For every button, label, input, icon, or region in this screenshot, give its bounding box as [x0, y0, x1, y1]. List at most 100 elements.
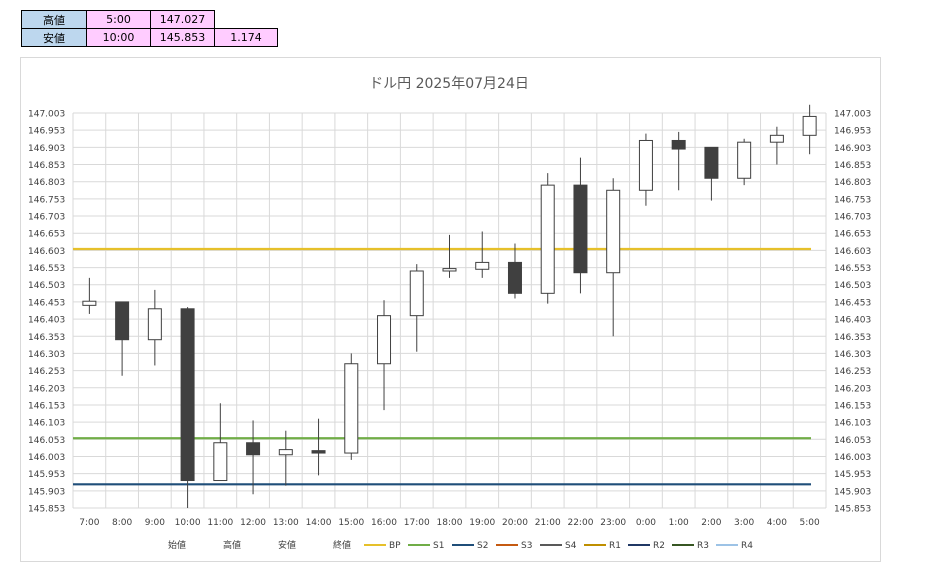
legend-label: 終値 — [333, 539, 351, 551]
y-tick-label-left: 146.503 — [28, 281, 65, 291]
summary-table: 高値 5:00 147.027 安値 10:00 145.853 1.174 — [21, 10, 278, 47]
y-tick-label-left: 146.903 — [28, 144, 65, 154]
legend-label-s3: S3 — [521, 541, 532, 551]
y-tick-label-left: 146.203 — [28, 384, 65, 394]
chart-area — [20, 57, 881, 562]
pivot-levels — [73, 247, 811, 486]
legend-label-r3: R3 — [697, 541, 709, 551]
y-tick-label-right: 146.553 — [834, 264, 871, 274]
candle-body — [344, 363, 359, 454]
legend-label: 安値 — [278, 539, 296, 551]
x-tick-label: 15:00 — [338, 518, 364, 528]
candle-body — [737, 141, 752, 179]
high-price: 147.027 — [150, 10, 215, 29]
x-tick-label: 8:00 — [112, 518, 132, 528]
legend-label-r1: R1 — [609, 541, 621, 551]
y-tick-label-right: 146.953 — [834, 127, 871, 137]
y-tick-label-right: 146.103 — [834, 419, 871, 429]
y-tick-label-left: 146.103 — [28, 419, 65, 429]
candle-body — [409, 270, 424, 317]
y-tick-label-right: 146.453 — [834, 298, 871, 308]
y-tick-label-right: 146.853 — [834, 161, 871, 171]
y-tick-label-right: 146.703 — [834, 213, 871, 223]
y-tick-label-left: 146.403 — [28, 316, 65, 326]
y-tick-label-left: 146.653 — [28, 230, 65, 240]
y-tick-label-right: 146.203 — [834, 384, 871, 394]
candle-body — [540, 184, 555, 294]
price-range: 1.174 — [214, 28, 278, 47]
x-tick-label: 7:00 — [79, 518, 99, 528]
candle-body — [802, 115, 817, 136]
x-tick-label: 20:00 — [502, 518, 528, 528]
x-tick-label: 19:00 — [469, 518, 495, 528]
summary-row-low: 安値 10:00 145.853 1.174 — [21, 28, 278, 47]
y-tick-label-right: 145.953 — [834, 470, 871, 480]
x-tick-label: 1:00 — [669, 518, 689, 528]
y-tick-label-left: 146.553 — [28, 264, 65, 274]
x-tick-label: 13:00 — [273, 518, 299, 528]
candle-body — [606, 189, 621, 274]
y-tick-label-left: 146.603 — [28, 247, 65, 257]
y-tick-label-left: 146.353 — [28, 333, 65, 343]
y-tick-label-right: 146.253 — [834, 367, 871, 377]
x-tick-label: 23:00 — [600, 518, 626, 528]
x-axis: 7:00 8:00 9:00 10:00 11:00 12:00 13:00 14:00 15:… — [79, 518, 820, 528]
y-axis-left: 147.003 146.953 146.903 146.853 146.803 146.7… — [28, 110, 65, 515]
legend-label-s1: S1 — [433, 541, 444, 551]
y-tick-label-left: 145.903 — [28, 487, 65, 497]
legend-label-s4: S4 — [565, 541, 577, 551]
y-tick-label-left: 146.753 — [28, 195, 65, 205]
summary-row-high: 高値 5:00 147.027 — [21, 10, 278, 29]
y-tick-label-right: 147.003 — [834, 110, 871, 120]
chart-title: ドル円 2025年07月24日 — [369, 76, 529, 92]
y-tick-label-right: 146.053 — [834, 436, 871, 446]
x-tick-label: 0:00 — [636, 518, 656, 528]
high-time: 5:00 — [86, 10, 151, 29]
y-tick-label-left: 146.953 — [28, 127, 65, 137]
candle-body — [769, 134, 784, 143]
x-tick-label: 3:00 — [734, 518, 754, 528]
y-tick-label-right: 146.603 — [834, 247, 871, 257]
legend-label-r4: R4 — [741, 541, 753, 551]
y-tick-label-right: 145.903 — [834, 487, 871, 497]
candle-body — [377, 315, 392, 365]
y-tick-label-right: 145.853 — [834, 505, 871, 515]
x-tick-label: 18:00 — [437, 518, 463, 528]
y-tick-label-left: 146.153 — [28, 401, 65, 411]
low-price: 145.853 — [150, 28, 215, 47]
y-tick-label-left: 145.953 — [28, 470, 65, 480]
candle-body — [704, 146, 719, 179]
y-tick-label-right: 146.403 — [834, 316, 871, 326]
x-tick-label: 16:00 — [371, 518, 397, 528]
candle-body — [311, 450, 326, 454]
x-tick-label: 22:00 — [567, 518, 593, 528]
y-tick-label-left: 146.803 — [28, 178, 65, 188]
legend-label-bp: BP — [389, 541, 401, 551]
candle-body — [82, 300, 97, 306]
candle-body — [213, 442, 228, 482]
y-tick-label-left: 146.003 — [28, 453, 65, 463]
y-tick-label-left: 146.703 — [28, 213, 65, 223]
legend-label-r2: R2 — [653, 541, 665, 551]
legend-label-s2: S2 — [477, 541, 488, 551]
y-tick-label-right: 146.503 — [834, 281, 871, 291]
candle-body — [246, 442, 261, 456]
y-tick-label-left: 146.453 — [28, 298, 65, 308]
x-tick-label: 14:00 — [306, 518, 332, 528]
low-time: 10:00 — [86, 28, 151, 47]
y-tick-label-right: 146.353 — [834, 333, 871, 343]
y-tick-label-left: 146.303 — [28, 350, 65, 360]
x-tick-label: 9:00 — [145, 518, 165, 528]
candle-body — [442, 268, 457, 272]
x-tick-label: 21:00 — [535, 518, 561, 528]
candle-body — [671, 139, 686, 150]
candle-body — [115, 301, 130, 341]
y-tick-label-right: 146.903 — [834, 144, 871, 154]
candle-body — [638, 139, 653, 191]
x-tick-label: 12:00 — [240, 518, 266, 528]
y-tick-label-left: 145.853 — [28, 505, 65, 515]
y-tick-label-left: 146.853 — [28, 161, 65, 171]
y-tick-label-right: 146.803 — [834, 178, 871, 188]
candle-body — [180, 308, 195, 482]
